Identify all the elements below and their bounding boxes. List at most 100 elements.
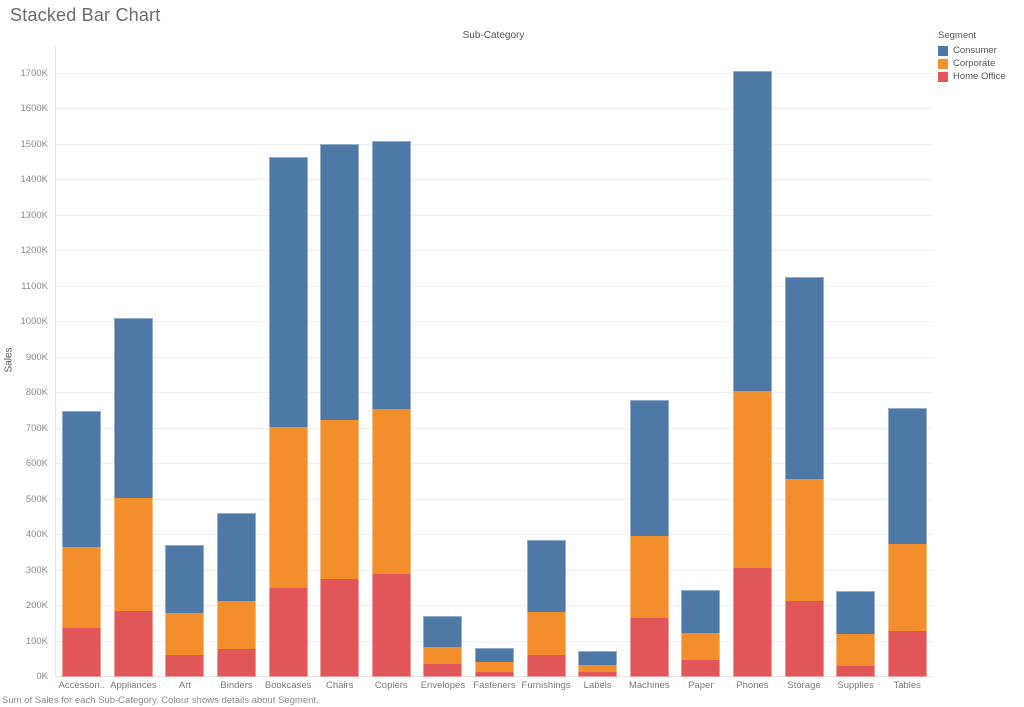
- legend-title: Segment: [938, 30, 977, 41]
- gridline-400K: [56, 534, 933, 535]
- x-tick-label-fasteners: Fasteners: [473, 680, 516, 691]
- bar-supplies: [836, 590, 876, 678]
- viz-title: Stacked Bar Chart: [10, 5, 161, 25]
- bar-fasteners: [475, 647, 514, 678]
- y-tick-label-1400K: 1400K: [20, 174, 48, 185]
- gridline-1700K: [56, 72, 933, 74]
- bar-chairs: [320, 144, 360, 677]
- bar-machines: [629, 400, 669, 677]
- segment-envelopes-home-office[interactable]: [423, 663, 463, 677]
- x-tick-label-furnishings: Furnishings: [521, 680, 571, 691]
- legend-items: Consumer Corporate Home Office: [938, 44, 1024, 83]
- gridline-800K: [56, 392, 933, 393]
- segment-bookcases-corporate[interactable]: [268, 427, 308, 589]
- segment-binders-consumer[interactable]: [217, 513, 257, 602]
- y-tick-label-300K: 300K: [25, 564, 48, 576]
- bar-bookcases: [268, 156, 308, 678]
- y-tick-label-1000K: 1000K: [20, 316, 48, 327]
- segment-labels-corporate[interactable]: [578, 664, 618, 673]
- segment-furnishings-home-office[interactable]: [526, 655, 566, 677]
- x-tick-label-tables: Tables: [893, 680, 921, 691]
- x-tick-label-labels: Labels: [583, 680, 612, 691]
- y-tick-label-500K: 500K: [25, 493, 48, 505]
- gridline-700K: [56, 427, 933, 429]
- x-tick-label-art: Art: [178, 680, 192, 691]
- gridline-1300K: [56, 214, 933, 216]
- gridline-200K: [56, 605, 933, 606]
- segment-bookcases-home-office[interactable]: [268, 588, 308, 677]
- segment-supplies-home-office[interactable]: [836, 666, 876, 677]
- segment-furnishings-consumer[interactable]: [526, 540, 566, 612]
- segment-chairs-consumer[interactable]: [320, 144, 360, 420]
- x-tick-label-bookcases: Bookcases: [264, 680, 312, 691]
- x-tick-label-supplies: Supplies: [837, 680, 874, 691]
- segment-tables-corporate[interactable]: [887, 543, 927, 631]
- segment-supplies-consumer[interactable]: [836, 590, 876, 635]
- segment-envelopes-corporate[interactable]: [423, 647, 463, 664]
- segment-art-consumer[interactable]: [165, 544, 205, 614]
- plot-area: Accessori.. Appliances Art Binders Bookcases…: [55, 46, 933, 691]
- segment-labels-home-office[interactable]: [578, 672, 618, 677]
- legend-item-home-office[interactable]: Home Office: [938, 70, 1024, 83]
- segment-appliances-home-office[interactable]: [113, 611, 153, 677]
- segment-chairs-home-office[interactable]: [320, 578, 360, 677]
- y-tick-label-1200K: 1200K: [20, 245, 48, 256]
- legend-item-corporate[interactable]: Corporate: [938, 57, 1024, 70]
- segment-phones-home-office[interactable]: [732, 567, 772, 677]
- legend-label: Corporate: [953, 58, 996, 69]
- segment-fasteners-corporate[interactable]: [475, 662, 514, 672]
- legend-swatch-icon: [938, 71, 948, 82]
- x-tick-label-machines: Machines: [628, 680, 670, 691]
- segment-appliances-consumer[interactable]: [113, 318, 153, 498]
- x-tick-label-envelopes: Envelopes: [420, 680, 466, 691]
- segment-supplies-corporate[interactable]: [836, 634, 876, 667]
- segment-art-corporate[interactable]: [165, 613, 205, 655]
- segment-bookcases-consumer[interactable]: [268, 156, 308, 428]
- x-tick-label-phones: Phones: [736, 680, 769, 691]
- segment-copiers-corporate[interactable]: [371, 409, 411, 575]
- gridline-300K: [56, 569, 933, 571]
- y-tick-label-200K: 200K: [25, 600, 48, 611]
- segment-paper-home-office[interactable]: [681, 659, 721, 677]
- y-tick-label-100K: 100K: [25, 635, 48, 647]
- segment-chairs-corporate[interactable]: [320, 419, 360, 579]
- segment-art-home-office[interactable]: [165, 655, 205, 677]
- segment-storage-corporate[interactable]: [784, 479, 824, 602]
- segment-storage-home-office[interactable]: [784, 601, 824, 677]
- segment-paper-consumer[interactable]: [681, 590, 721, 633]
- segment-furnishings-corporate[interactable]: [526, 611, 566, 655]
- bar-paper: [681, 590, 721, 677]
- bar-art: [165, 544, 205, 678]
- segment-envelopes-consumer[interactable]: [423, 616, 463, 648]
- segment-storage-consumer[interactable]: [784, 276, 824, 480]
- segment-tables-consumer[interactable]: [887, 408, 927, 544]
- segment-labels-consumer[interactable]: [578, 651, 618, 665]
- x-tick-label-storage: Storage: [787, 680, 821, 691]
- segment-binders-corporate[interactable]: [217, 601, 257, 649]
- segment-phones-consumer[interactable]: [732, 71, 772, 392]
- bar-binders: [217, 513, 257, 677]
- segment-fasteners-home-office[interactable]: [475, 671, 514, 677]
- legend-item-consumer[interactable]: Consumer: [938, 44, 1024, 57]
- bar-phones: [732, 71, 772, 677]
- y-tick-label-800K: 800K: [25, 387, 48, 398]
- segment-fasteners-consumer[interactable]: [475, 647, 514, 663]
- y-tick-label-1500K: 1500K: [20, 138, 48, 150]
- segment-copiers-consumer[interactable]: [371, 141, 411, 409]
- segment-accessories-consumer[interactable]: [62, 411, 102, 548]
- gridline-900K: [56, 356, 933, 358]
- segment-machines-consumer[interactable]: [629, 400, 669, 536]
- gridline-1500K: [56, 143, 933, 145]
- segment-paper-corporate[interactable]: [681, 632, 721, 660]
- segment-machines-home-office[interactable]: [629, 618, 669, 677]
- segment-tables-home-office[interactable]: [887, 630, 927, 677]
- segment-appliances-corporate[interactable]: [113, 497, 153, 612]
- segment-machines-corporate[interactable]: [629, 535, 669, 619]
- segment-accessories-home-office[interactable]: [62, 628, 102, 677]
- segment-binders-home-office[interactable]: [217, 648, 257, 677]
- segment-copiers-home-office[interactable]: [371, 574, 411, 677]
- legend-label: Home Office: [953, 71, 1006, 82]
- segment-phones-corporate[interactable]: [732, 391, 772, 568]
- segment-accessories-corporate[interactable]: [62, 547, 102, 629]
- legend-swatch-icon: [938, 45, 948, 56]
